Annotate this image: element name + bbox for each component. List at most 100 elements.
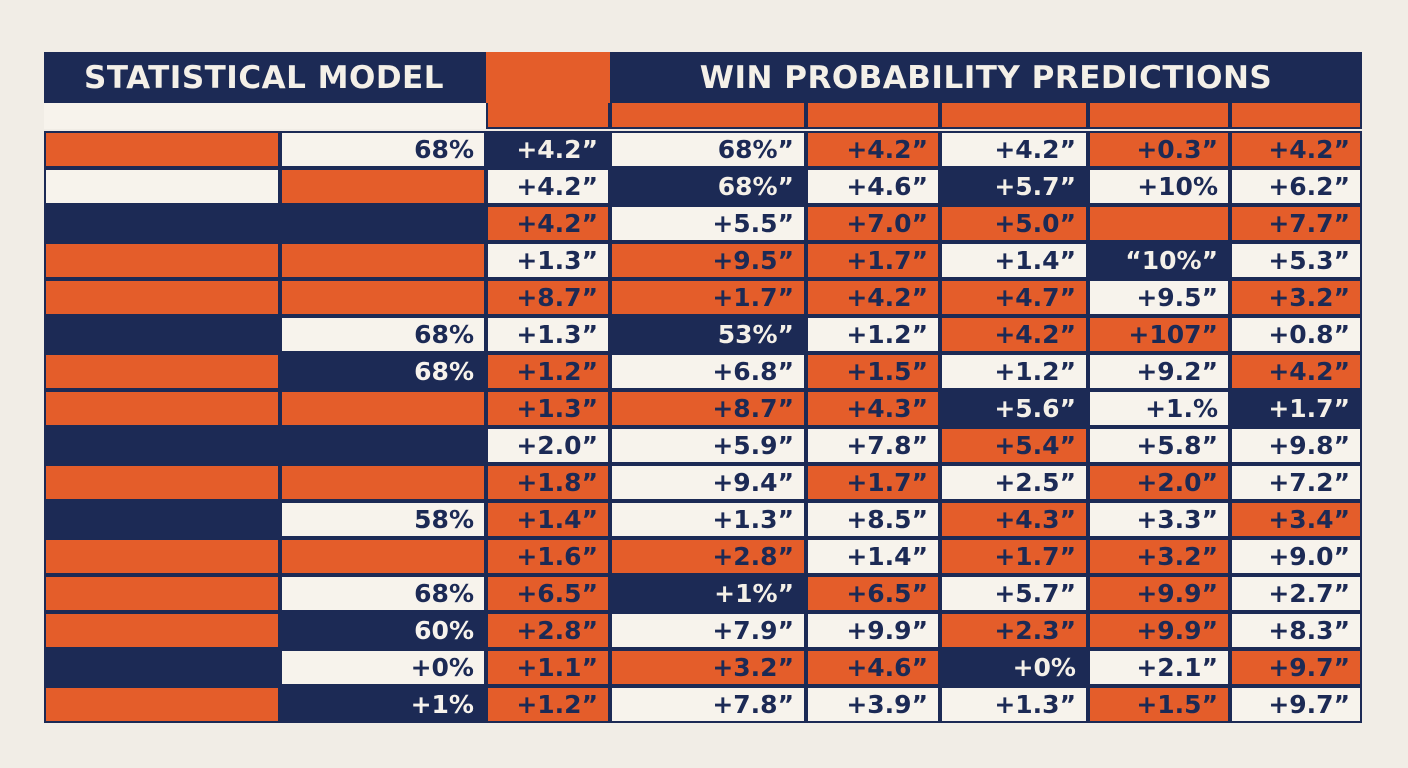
header-underline-strip bbox=[44, 103, 486, 129]
model-bar bbox=[44, 242, 280, 279]
prediction-cell: +10% bbox=[1088, 168, 1230, 205]
prediction-cell: +4.2” bbox=[1230, 353, 1362, 390]
model-bar bbox=[44, 168, 280, 205]
subheader-cell-2 bbox=[610, 103, 806, 129]
prediction-cell: +1.3” bbox=[486, 242, 610, 279]
prediction-cell: +1.2” bbox=[486, 686, 610, 723]
subheader-cell-3 bbox=[806, 103, 940, 129]
win-probability-title: WIN PROBABILITY PREDICTIONS bbox=[699, 59, 1273, 96]
prediction-cell: +2.8” bbox=[610, 538, 806, 575]
prediction-cell: +1%” bbox=[610, 575, 806, 612]
prediction-cell: +5.7” bbox=[940, 575, 1088, 612]
prediction-cell: +9.5” bbox=[610, 242, 806, 279]
prediction-cell: +3.9” bbox=[806, 686, 940, 723]
prediction-cell: +2.5” bbox=[940, 464, 1088, 501]
prediction-cell: +0.8” bbox=[1230, 316, 1362, 353]
model-probability-label bbox=[280, 464, 486, 501]
prediction-cell: 68%” bbox=[610, 131, 806, 168]
prediction-cell: +9.4” bbox=[610, 464, 806, 501]
prediction-cell: +1.7” bbox=[610, 279, 806, 316]
prediction-cell: +1.3” bbox=[486, 316, 610, 353]
prediction-cell: +8.3” bbox=[1230, 612, 1362, 649]
prediction-cell: +1.1” bbox=[486, 649, 610, 686]
prediction-cell: +4.2” bbox=[806, 279, 940, 316]
model-probability-label bbox=[280, 390, 486, 427]
model-probability-label bbox=[280, 538, 486, 575]
prediction-cell: +1.4” bbox=[806, 538, 940, 575]
prediction-cell: +3.3” bbox=[1088, 501, 1230, 538]
prediction-cell bbox=[1088, 205, 1230, 242]
prediction-cell: +7.8” bbox=[806, 427, 940, 464]
prediction-cell: +4.2” bbox=[806, 131, 940, 168]
model-probability-label: 58% bbox=[280, 501, 486, 538]
prediction-cell: +4.2” bbox=[940, 131, 1088, 168]
prediction-cell: +4.3” bbox=[806, 390, 940, 427]
prediction-cell: +2.0” bbox=[1088, 464, 1230, 501]
prediction-cell: +1.7” bbox=[940, 538, 1088, 575]
prediction-cell: +3.2” bbox=[610, 649, 806, 686]
prediction-cell: +0.3” bbox=[1088, 131, 1230, 168]
prediction-cell: +9.5” bbox=[1088, 279, 1230, 316]
model-probability-label bbox=[280, 427, 486, 464]
prediction-cell: +7.9” bbox=[610, 612, 806, 649]
model-bar bbox=[44, 353, 280, 390]
subheader-cell-1 bbox=[486, 103, 610, 129]
prediction-cell: +1.7” bbox=[1230, 390, 1362, 427]
prediction-cell: +1.5” bbox=[1088, 686, 1230, 723]
prediction-cell: +4.2” bbox=[486, 168, 610, 205]
prediction-cell: +5.9” bbox=[610, 427, 806, 464]
prediction-cell: +2.7” bbox=[1230, 575, 1362, 612]
model-bar bbox=[44, 390, 280, 427]
prediction-cell: +1.5” bbox=[806, 353, 940, 390]
prediction-cell: +1.2” bbox=[486, 353, 610, 390]
model-bar bbox=[44, 279, 280, 316]
model-probability-label: 68% bbox=[280, 575, 486, 612]
prediction-cell: +1.2” bbox=[940, 353, 1088, 390]
prediction-cell: +5.7” bbox=[940, 168, 1088, 205]
prediction-cell: +5.8” bbox=[1088, 427, 1230, 464]
prediction-cell: +6.5” bbox=[486, 575, 610, 612]
prediction-cell: +4.7” bbox=[940, 279, 1088, 316]
model-probability-label: 60% bbox=[280, 612, 486, 649]
prediction-cell: +6.8” bbox=[610, 353, 806, 390]
prediction-cell: +7.0” bbox=[806, 205, 940, 242]
model-probability-label bbox=[280, 279, 486, 316]
model-bar bbox=[44, 316, 280, 353]
prediction-cell: +107” bbox=[1088, 316, 1230, 353]
model-probability-label: 68% bbox=[280, 353, 486, 390]
prediction-cell: “10%” bbox=[1088, 242, 1230, 279]
model-bar bbox=[44, 686, 280, 723]
prediction-cell: +2.1” bbox=[1088, 649, 1230, 686]
model-bar bbox=[44, 464, 280, 501]
prediction-cell: 68%” bbox=[610, 168, 806, 205]
prediction-cell: +9.7” bbox=[1230, 686, 1362, 723]
model-bar bbox=[44, 205, 280, 242]
prediction-cell: +8.7” bbox=[486, 279, 610, 316]
prediction-cell: +4.2” bbox=[486, 131, 610, 168]
prediction-cell: +1.3” bbox=[940, 686, 1088, 723]
prediction-cell: +4.6” bbox=[806, 168, 940, 205]
prediction-cell: +2.8” bbox=[486, 612, 610, 649]
subheader-cell-5 bbox=[1088, 103, 1230, 129]
prediction-cell: +1.% bbox=[1088, 390, 1230, 427]
prediction-cell: +1.7” bbox=[806, 242, 940, 279]
prediction-cell: +2.3” bbox=[940, 612, 1088, 649]
prediction-cell: +0% bbox=[940, 649, 1088, 686]
statistical-model-header: STATISTICAL MODEL bbox=[44, 52, 486, 103]
prediction-cell: +8.5” bbox=[806, 501, 940, 538]
model-probability-label bbox=[280, 205, 486, 242]
prediction-cell: +9.2” bbox=[1088, 353, 1230, 390]
model-probability-label: 68% bbox=[280, 316, 486, 353]
prediction-cell: +4.3” bbox=[940, 501, 1088, 538]
prediction-cell: +5.0” bbox=[940, 205, 1088, 242]
prediction-cell: +4.2” bbox=[1230, 131, 1362, 168]
prediction-cell: +3.2” bbox=[1088, 538, 1230, 575]
prediction-cell: +9.0” bbox=[1230, 538, 1362, 575]
model-probability-label: 68% bbox=[280, 131, 486, 168]
prediction-cell: 53%” bbox=[610, 316, 806, 353]
model-bar bbox=[44, 501, 280, 538]
prediction-cell: +2.0” bbox=[486, 427, 610, 464]
prediction-cell: +5.5” bbox=[610, 205, 806, 242]
model-bar bbox=[44, 649, 280, 686]
